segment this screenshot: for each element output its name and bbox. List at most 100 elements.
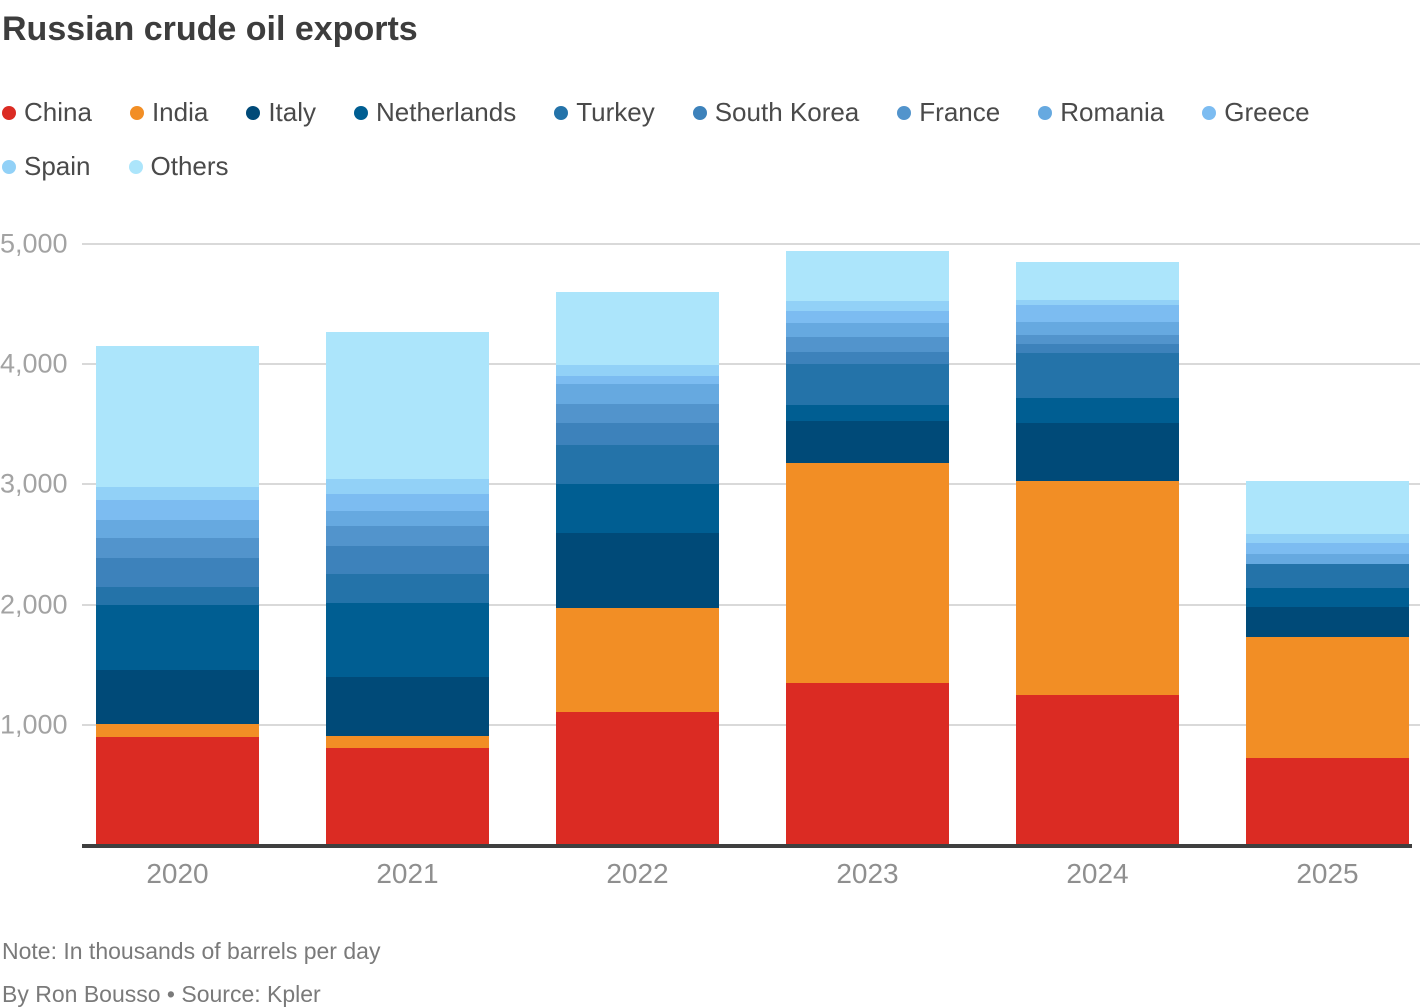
- bar-segment-turkey-2021: [326, 573, 489, 604]
- x-axis-label-2022: 2022: [606, 858, 669, 889]
- bar-segment-south-korea-2021: [326, 545, 489, 574]
- bar-2025: [1246, 480, 1409, 845]
- bar-segment-others-2021: [326, 331, 489, 480]
- bar-segment-china-2020: [96, 737, 259, 845]
- legend-label: India: [151, 97, 209, 127]
- bar-segment-turkey-2020: [96, 586, 259, 605]
- bar-segment-china-2024: [1016, 694, 1179, 845]
- bar-segment-netherlands-2023: [786, 404, 949, 421]
- bar-segment-india-2023: [786, 463, 949, 683]
- bar-segment-china-2025: [1246, 757, 1409, 845]
- byline-text: By Ron Bousso • Source: Kpler: [2, 981, 321, 1007]
- y-axis-tick-label: 4,000: [0, 348, 68, 379]
- bar-segment-spain-2021: [326, 479, 489, 495]
- bar-segment-greece-2025: [1246, 543, 1409, 555]
- bar-segment-netherlands-2020: [96, 604, 259, 671]
- legend-swatch-icon: [129, 105, 144, 120]
- x-axis-label-2021: 2021: [376, 858, 439, 889]
- legend-item-spain: Spain: [2, 151, 91, 182]
- bar-segment-spain-2022: [556, 364, 719, 376]
- bar-segment-france-2020: [96, 537, 259, 558]
- bar-segment-south-korea-2023: [786, 352, 949, 364]
- bar-segment-spain-2023: [786, 301, 949, 311]
- bar-segment-china-2021: [326, 747, 489, 845]
- legend-swatch-icon: [554, 105, 569, 120]
- bar-segment-others-2023: [786, 250, 949, 302]
- bar-segment-spain-2024: [1016, 299, 1179, 306]
- legend-item-netherlands: Netherlands: [354, 97, 516, 128]
- bar-segment-romania-2023: [786, 323, 949, 338]
- legend-swatch-icon: [2, 105, 16, 120]
- bar-segment-spain-2020: [96, 486, 259, 501]
- bar-segment-italy-2022: [556, 533, 719, 608]
- bar-segment-greece-2023: [786, 310, 949, 324]
- bar-segment-india-2025: [1246, 637, 1409, 758]
- bar-2022: [556, 291, 719, 845]
- bar-segment-italy-2021: [326, 676, 489, 736]
- bar-segment-china-2023: [786, 682, 949, 845]
- bar-segment-france-2022: [556, 403, 719, 424]
- bar-segment-romania-2020: [96, 519, 259, 538]
- gridline-3000: [82, 483, 1420, 486]
- bar-segment-india-2020: [96, 723, 259, 738]
- bar-segment-turkey-2022: [556, 445, 719, 485]
- legend-item-india: India: [129, 97, 209, 128]
- bar-segment-india-2022: [556, 607, 719, 712]
- legend-label: Italy: [268, 97, 317, 127]
- legend-label: Greece: [1224, 97, 1310, 127]
- bar-segment-france-2023: [786, 337, 949, 353]
- legend-item-others: Others: [128, 151, 229, 182]
- legend-swatch-icon: [2, 159, 16, 174]
- bar-2024: [1016, 261, 1179, 845]
- legend-item-south-korea: South Korea: [692, 97, 860, 128]
- bar-segment-south-korea-2020: [96, 557, 259, 587]
- legend-swatch-icon: [128, 159, 143, 174]
- legend-swatch-icon: [246, 105, 261, 120]
- bar-segment-netherlands-2024: [1016, 398, 1179, 423]
- bar-segment-spain-2025: [1246, 534, 1409, 544]
- legend-item-italy: Italy: [246, 97, 316, 128]
- legend-label: Netherlands: [376, 97, 517, 127]
- legend-item-romania: Romania: [1038, 97, 1164, 128]
- gridline-4000: [82, 363, 1420, 366]
- bar-segment-france-2024: [1016, 334, 1179, 345]
- bar-segment-others-2022: [556, 291, 719, 365]
- bar-segment-india-2024: [1016, 481, 1179, 695]
- legend-swatch-icon: [354, 105, 369, 120]
- bar-segment-south-korea-2022: [556, 423, 719, 446]
- bar-segment-others-2024: [1016, 261, 1179, 300]
- bar-segment-south-korea-2024: [1016, 344, 1179, 354]
- bar-segment-italy-2020: [96, 670, 259, 724]
- x-axis-label-2023: 2023: [836, 858, 899, 889]
- gridline-1000: [82, 723, 1420, 726]
- x-axis-label-2025: 2025: [1296, 858, 1359, 889]
- legend-swatch-icon: [1202, 105, 1217, 120]
- bar-segment-greece-2020: [96, 500, 259, 520]
- legend-label: France: [919, 97, 1001, 127]
- legend-item-france: France: [897, 97, 1000, 128]
- bar-2021: [326, 331, 489, 845]
- bar-segment-greece-2022: [556, 375, 719, 385]
- legend-label: South Korea: [714, 97, 860, 127]
- bar-segment-romania-2021: [326, 510, 489, 526]
- bar-segment-italy-2025: [1246, 607, 1409, 638]
- legend-swatch-icon: [1038, 105, 1053, 120]
- bar-segment-greece-2021: [326, 494, 489, 511]
- bar-segment-turkey-2023: [786, 363, 949, 405]
- legend-label: Spain: [24, 151, 91, 181]
- bar-segment-netherlands-2021: [326, 603, 489, 677]
- legend-item-turkey: Turkey: [554, 97, 655, 128]
- legend-label: Romania: [1060, 97, 1165, 127]
- legend-label: China: [24, 97, 92, 127]
- bar-segment-turkey-2025: [1246, 564, 1409, 589]
- bar-2020: [96, 346, 259, 845]
- bar-segment-netherlands-2022: [556, 484, 719, 534]
- note-text: Note: In thousands of barrels per day: [2, 938, 381, 964]
- y-axis-tick-label: 3,000: [0, 468, 68, 499]
- bar-segment-romania-2022: [556, 384, 719, 404]
- bar-segment-turkey-2024: [1016, 353, 1179, 399]
- bar-segment-greece-2024: [1016, 305, 1179, 323]
- legend-item-china: China: [2, 97, 92, 128]
- y-axis-tick-label: 1,000: [0, 709, 68, 740]
